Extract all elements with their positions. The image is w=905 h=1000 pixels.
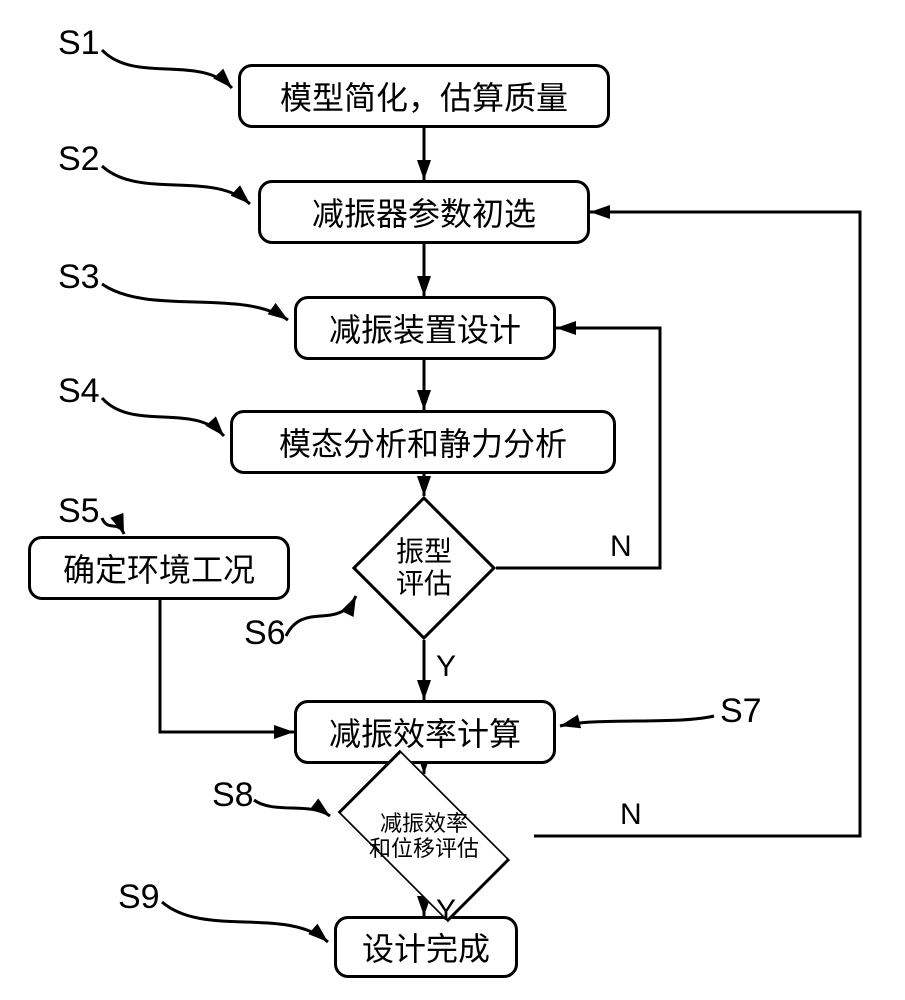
- box-b4: 模态分析和静力分析: [230, 410, 616, 474]
- step-label-s4: S4: [58, 372, 100, 411]
- squiggle-q8: [254, 800, 330, 816]
- yn-label-d8_n: N: [620, 798, 642, 832]
- squiggle-head-q9: [308, 924, 328, 942]
- squiggle-head-q3: [268, 303, 288, 320]
- box-b9: 设计完成: [334, 916, 518, 978]
- arrowhead-a46: [417, 476, 431, 496]
- step-label-s5: S5: [58, 492, 100, 531]
- yn-label-d8_y: Y: [436, 894, 456, 928]
- squiggle-q3: [102, 284, 288, 320]
- box-b7: 减振效率计算: [294, 700, 556, 764]
- arrowhead-a67: [417, 680, 431, 700]
- arrowhead-a57: [274, 725, 294, 739]
- squiggle-head-q2: [231, 185, 250, 204]
- squiggle-head-q8: [310, 798, 330, 816]
- squiggle-head-q4: [205, 416, 224, 436]
- step-label-s9: S9: [118, 878, 160, 917]
- squiggle-head-q1: [213, 69, 232, 88]
- box-b5: 确定环境工况: [28, 536, 290, 600]
- arrowhead-a8n: [590, 205, 610, 219]
- squiggle-q2: [102, 166, 250, 204]
- step-label-s7: S7: [720, 692, 762, 731]
- diamond-d6: [352, 496, 496, 640]
- box-b2: 减振器参数初选: [258, 180, 590, 244]
- squiggle-head-q7: [560, 715, 581, 729]
- step-label-s6: S6: [244, 614, 286, 653]
- squiggle-q1: [102, 50, 232, 88]
- yn-label-d6_y: Y: [436, 650, 456, 684]
- box-b1: 模型简化，估算质量: [238, 64, 610, 128]
- flowchart-canvas: 模型简化，估算质量减振器参数初选减振装置设计模态分析和静力分析确定环境工况减振效…: [0, 0, 905, 1000]
- squiggle-q5: [102, 518, 124, 534]
- squiggle-q9: [162, 902, 328, 942]
- squiggle-q7: [560, 716, 714, 726]
- step-label-s3: S3: [58, 258, 100, 297]
- arrowhead-a12: [417, 160, 431, 180]
- step-label-s2: S2: [58, 140, 100, 179]
- squiggle-q6: [286, 596, 356, 636]
- arrowhead-a34: [417, 390, 431, 410]
- step-label-s8: S8: [212, 776, 254, 815]
- yn-label-d6_n: N: [610, 530, 632, 564]
- arrowhead-a23: [417, 276, 431, 296]
- step-label-s1: S1: [58, 24, 100, 63]
- arrowhead-a6n: [556, 321, 576, 335]
- squiggle-q4: [102, 398, 224, 436]
- squiggle-head-q6: [341, 596, 356, 617]
- arrow-a8n: [534, 212, 860, 836]
- box-b3: 减振装置设计: [294, 296, 556, 360]
- diamond-d8: [338, 750, 510, 922]
- squiggle-head-q5: [110, 513, 124, 534]
